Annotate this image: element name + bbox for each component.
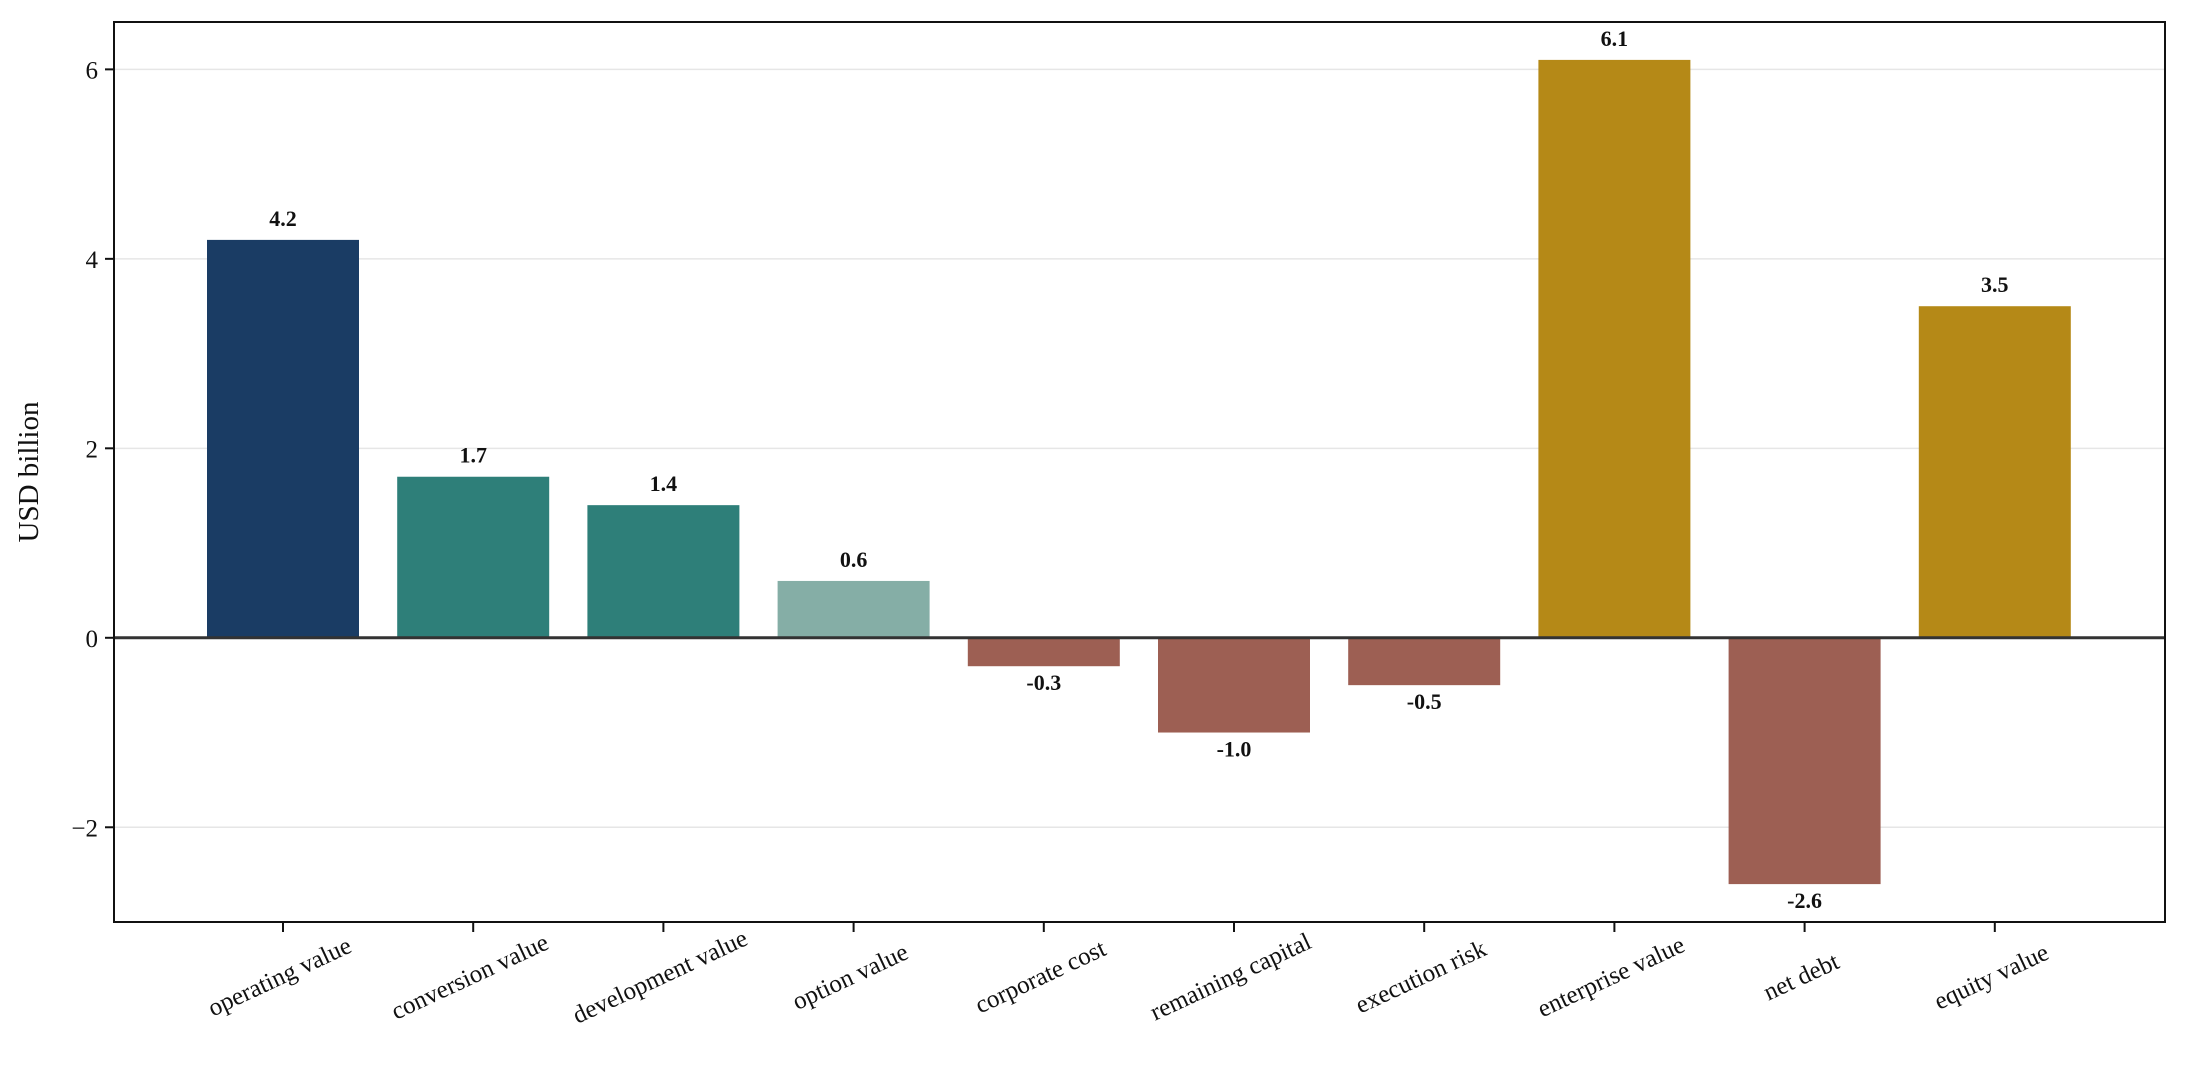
x-tick-label: enterprise value (1533, 931, 1688, 1023)
bar (1538, 59, 1691, 638)
y-tick-label: 4 (86, 247, 99, 274)
x-tick-label: development value (569, 925, 752, 1030)
bar-value-label: -0.5 (1407, 689, 1442, 714)
x-tick-label: equity value (1930, 939, 2053, 1015)
bar (587, 505, 740, 638)
y-tick-label: −2 (71, 815, 98, 842)
bar (967, 637, 1120, 667)
data-labels: 4.2 1.7 1.4 0.6 -0.3 -1.0 -0.5 6.1 -2.6 3.5 (269, 26, 2008, 913)
plot-frame (113, 21, 2166, 923)
x-tick-label: execution risk (1351, 935, 1491, 1019)
x-tick-label: corporate cost (971, 935, 1110, 1019)
bar (1918, 306, 2071, 638)
y-tick-label: 6 (86, 57, 99, 84)
bar-value-label: 4.2 (269, 206, 297, 231)
x-tick-label: remaining capital (1146, 928, 1315, 1026)
bar-value-label: 6.1 (1601, 26, 1629, 51)
bar-value-label: 0.6 (840, 547, 868, 572)
x-tick-label: option value (788, 939, 912, 1016)
bar-value-label: 3.5 (1981, 272, 2009, 297)
x-tick-label: net debt (1760, 948, 1844, 1006)
bar (777, 580, 930, 638)
bar (397, 476, 550, 638)
bars (207, 59, 2071, 885)
bar-value-label: -1.0 (1217, 737, 1252, 762)
bar (1728, 637, 1881, 885)
bar-value-label: 1.7 (459, 443, 487, 468)
y-tick-label: 2 (86, 436, 99, 463)
y-tick-label: 0 (86, 626, 99, 653)
x-tick-label: conversion value (387, 929, 553, 1025)
bar-value-label: -2.6 (1787, 888, 1822, 913)
bar-value-label: 1.4 (650, 471, 678, 496)
bar (1158, 637, 1310, 733)
x-tick-label: operating value (204, 932, 356, 1022)
bar (1348, 637, 1501, 686)
y-axis-label: USD billion (13, 401, 45, 542)
bar-value-label: -0.3 (1026, 670, 1061, 695)
bar (207, 239, 359, 638)
